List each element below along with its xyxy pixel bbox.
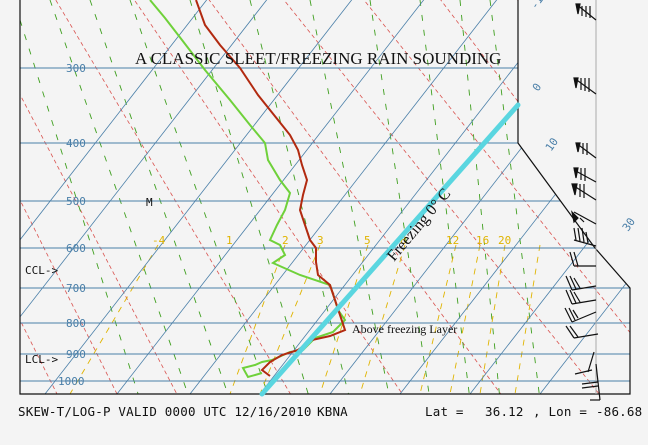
wind-barb (565, 325, 599, 339)
mixing-ratio-labels: -4 1 2 3 5 8 12 16 20 (152, 234, 511, 247)
wind-barb (574, 351, 595, 375)
wind-barb (565, 275, 597, 291)
chart-title: A CLASSIC SLEET/FREEZING RAIN SOUNDING (135, 49, 501, 68)
wind-barb (573, 77, 597, 95)
m-marker: M (146, 196, 153, 209)
svg-text:20: 20 (498, 234, 511, 247)
svg-text:500: 500 (66, 195, 86, 208)
svg-text:900: 900 (66, 348, 86, 361)
dry-adiabats (20, 0, 630, 394)
footer-lon-value: -86.68 (596, 404, 643, 419)
svg-text:400: 400 (66, 137, 86, 150)
footer-lat-label: Lat = (425, 404, 464, 419)
svg-text:300: 300 (66, 62, 86, 75)
footer-lon-label: , Lon = (533, 404, 588, 419)
svg-text:16: 16 (476, 234, 489, 247)
svg-text:2: 2 (282, 234, 289, 247)
wind-barb (573, 227, 597, 247)
svg-text:1000: 1000 (58, 375, 85, 388)
svg-text:800: 800 (66, 317, 86, 330)
pressure-labels: 300 400 500 600 700 800 900 1000 (58, 62, 86, 388)
lcl-marker: LCL-> (25, 353, 58, 366)
svg-text:5: 5 (364, 234, 371, 247)
freezing-line (259, 102, 521, 397)
mixing-ratio-lines (69, 244, 541, 394)
svg-text:3: 3 (317, 234, 324, 247)
footer-product: SKEW-T/LOG-P VALID 0000 UTC 12/16/2010 (18, 404, 312, 419)
wind-barb (569, 251, 596, 267)
svg-text:-10: -10 (528, 0, 550, 12)
wind-barb (581, 363, 601, 401)
svg-text:1: 1 (226, 234, 233, 247)
wind-barb (575, 142, 597, 159)
svg-text:700: 700 (66, 282, 86, 295)
wind-barb (571, 183, 597, 201)
wind-barb (573, 167, 597, 183)
plot-border (19, 0, 631, 395)
footer-station: KBNA (317, 404, 348, 419)
wind-barb (564, 307, 597, 323)
svg-text:600: 600 (66, 242, 86, 255)
above-freezing-label: Above freezing Layer (352, 322, 457, 336)
wind-barbs (564, 3, 601, 401)
svg-text:30: 30 (620, 215, 638, 233)
moist-adiabats (20, 0, 541, 394)
wind-barb (575, 3, 597, 21)
svg-text:-4: -4 (152, 234, 166, 247)
wind-barb (565, 289, 597, 305)
svg-text:12: 12 (446, 234, 459, 247)
wind-barb (571, 210, 597, 225)
footer-lat-value: 36.12 (485, 404, 524, 419)
svg-text:10: 10 (543, 135, 561, 153)
grid-lines (20, 0, 630, 394)
ccl-marker: CCL-> (25, 264, 58, 277)
svg-text:8: 8 (400, 234, 407, 247)
